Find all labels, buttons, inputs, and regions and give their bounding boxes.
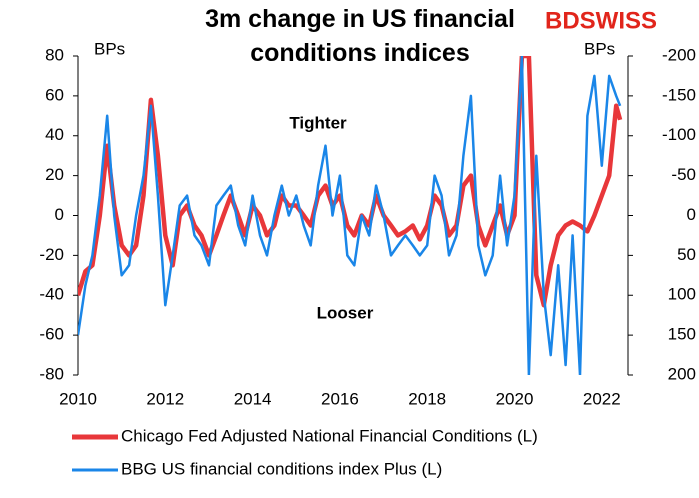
y-tick-label: 80 bbox=[45, 45, 64, 64]
y2-axis-label: BPs bbox=[584, 39, 615, 58]
x-tick-label: 2010 bbox=[59, 389, 97, 408]
y2-tick-label: -150 bbox=[662, 85, 696, 104]
y-tick-label: -40 bbox=[39, 285, 64, 304]
y2-tick-label: 150 bbox=[668, 325, 696, 344]
y2-tick-label: -50 bbox=[671, 165, 696, 184]
x-tick-label: 2014 bbox=[234, 389, 272, 408]
x-tick-label: 2022 bbox=[583, 389, 621, 408]
y2-tick-label: -200 bbox=[662, 45, 696, 64]
annotation: Looser bbox=[317, 303, 374, 322]
y2-tick-label: 0 bbox=[687, 205, 696, 224]
y-tick-label: 40 bbox=[45, 125, 64, 144]
annotation: Tighter bbox=[289, 113, 347, 132]
logo: BDSWISS bbox=[545, 7, 657, 34]
y2-tick-label: 200 bbox=[668, 364, 696, 383]
x-tick-label: 2018 bbox=[408, 389, 446, 408]
x-tick-label: 2012 bbox=[146, 389, 184, 408]
x-tick-label: 2020 bbox=[496, 389, 534, 408]
y-axis-label: BPs bbox=[94, 39, 125, 58]
legend-label: Chicago Fed Adjusted National Financial … bbox=[121, 426, 538, 445]
legend-label: BBG US financial conditions index Plus (… bbox=[121, 459, 442, 478]
series-line bbox=[78, 56, 622, 375]
y2-tick-label: 100 bbox=[668, 285, 696, 304]
y-tick-label: 60 bbox=[45, 85, 64, 104]
x-tick-label: 2016 bbox=[321, 389, 359, 408]
y2-tick-label: 50 bbox=[677, 245, 696, 264]
chart-title: 3m change in US financial conditions ind… bbox=[205, 5, 515, 67]
y-tick-label: -80 bbox=[39, 364, 64, 383]
y-tick-label: 0 bbox=[55, 205, 64, 224]
y-tick-label: -60 bbox=[39, 325, 64, 344]
y2-tick-label: -100 bbox=[662, 125, 696, 144]
series-line bbox=[78, 56, 623, 308]
y-tick-label: -20 bbox=[39, 245, 64, 264]
y-tick-label: 20 bbox=[45, 165, 64, 184]
